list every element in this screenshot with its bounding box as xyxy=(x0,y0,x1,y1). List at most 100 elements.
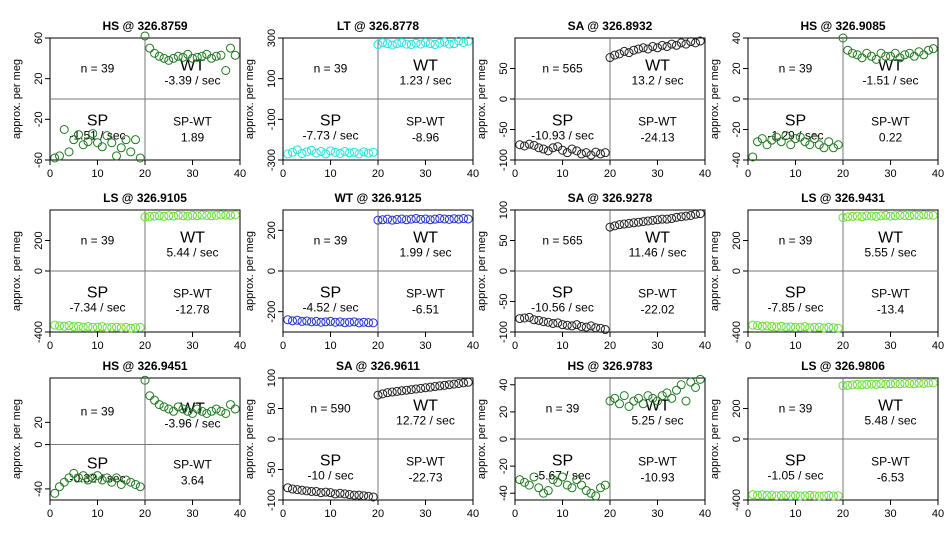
x-tick-label: 20 xyxy=(139,340,151,352)
data-point-wt xyxy=(392,215,402,225)
data-point-wt xyxy=(848,380,857,390)
wt-label: WT xyxy=(180,230,205,247)
data-point-wt xyxy=(173,402,183,412)
data-point-wt xyxy=(230,50,240,60)
data-point-wt xyxy=(890,378,900,388)
data-point-sp xyxy=(59,125,69,134)
data-point-sp xyxy=(586,150,596,160)
data-point-wt xyxy=(895,210,905,220)
x-tick-label: 40 xyxy=(932,168,944,180)
plot-title: LS @ 326.9431 xyxy=(801,191,885,205)
data-point-sp xyxy=(345,317,354,327)
data-point-sp xyxy=(791,134,800,144)
data-point-wt xyxy=(440,214,449,224)
data-point-wt xyxy=(615,220,624,230)
wt-rate-label: 5.48 / sec xyxy=(864,414,916,428)
data-point-wt xyxy=(406,40,416,50)
data-point-sp xyxy=(520,477,529,487)
wt-label: WT xyxy=(180,58,205,75)
data-point-wt xyxy=(425,215,435,225)
data-point-wt xyxy=(150,395,159,405)
data-point-wt xyxy=(216,210,226,220)
data-point-wt xyxy=(444,39,454,49)
data-point-sp xyxy=(543,146,553,156)
data-point-sp xyxy=(93,322,102,332)
data-point-sp xyxy=(767,490,777,500)
data-point-sp xyxy=(50,320,60,330)
data-point-sp xyxy=(345,490,354,500)
diff-value-label: 3.64 xyxy=(181,473,205,487)
data-point-sp xyxy=(596,323,605,333)
data-point-sp xyxy=(359,491,369,501)
y-tick-label: 200 xyxy=(33,231,45,249)
data-point-wt xyxy=(691,209,700,219)
data-point-sp xyxy=(345,148,354,158)
data-point-sp xyxy=(596,149,605,159)
data-point-sp xyxy=(586,488,596,498)
data-point-wt xyxy=(667,214,677,224)
plot-title: SA @ 326.8932 xyxy=(568,19,653,33)
y-axis-label: approx. per meg xyxy=(709,59,721,139)
data-point-wt xyxy=(653,215,662,225)
x-tick-label: 30 xyxy=(884,168,896,180)
wt-label: WT xyxy=(413,398,438,415)
data-point-sp xyxy=(558,472,567,482)
data-point-wt xyxy=(397,37,407,47)
data-point-sp xyxy=(548,143,558,153)
data-point-sp xyxy=(562,480,572,490)
y-axis-label: approx. per meg xyxy=(11,231,23,311)
data-point-sp xyxy=(748,490,758,500)
diff-value-label: 1.89 xyxy=(181,131,205,145)
data-point-wt xyxy=(178,211,188,221)
y-axis-label: approx. per meg xyxy=(244,59,256,139)
data-point-wt xyxy=(378,389,388,399)
data-point-sp xyxy=(819,323,829,333)
data-point-wt xyxy=(411,384,421,394)
data-point-wt xyxy=(169,211,178,221)
data-point-sp xyxy=(824,137,834,147)
data-point-wt xyxy=(876,379,886,389)
data-point-sp xyxy=(121,135,131,145)
data-point-wt xyxy=(909,210,919,220)
data-point-wt xyxy=(676,380,686,390)
data-point-wt xyxy=(914,47,924,57)
sp-label: SP xyxy=(320,285,341,302)
data-point-sp xyxy=(354,318,364,328)
x-tick-label: 0 xyxy=(47,508,53,520)
data-point-wt xyxy=(919,378,929,388)
x-tick-label: 10 xyxy=(91,340,103,352)
data-point-sp xyxy=(805,490,815,500)
wt-rate-label: 5.44 / sec xyxy=(166,246,218,260)
data-point-sp xyxy=(600,480,610,490)
data-point-wt xyxy=(643,44,653,54)
data-point-sp xyxy=(524,312,534,322)
x-tick-label: 0 xyxy=(512,340,518,352)
data-point-sp xyxy=(69,135,79,145)
data-point-wt xyxy=(430,382,440,392)
data-point-sp xyxy=(283,149,293,159)
x-tick-label: 30 xyxy=(186,340,198,352)
data-point-wt xyxy=(867,211,876,221)
data-point-wt xyxy=(619,46,629,56)
y-tick-label: 0 xyxy=(498,268,510,274)
data-point-sp xyxy=(364,148,373,158)
data-point-wt xyxy=(648,393,658,403)
data-point-sp xyxy=(283,483,293,493)
data-point-wt xyxy=(402,39,411,49)
y-tick-label: -100 xyxy=(498,149,510,171)
subplot-11: HS @ 326.9783 0 10 20 30 40 -40 -20 0 20 40 approx.… xyxy=(476,359,711,520)
data-point-sp xyxy=(581,322,591,332)
data-point-sp xyxy=(567,144,577,154)
data-point-sp xyxy=(316,317,326,327)
data-point-wt xyxy=(605,396,615,406)
data-point-sp xyxy=(83,475,93,485)
data-point-wt xyxy=(373,390,383,400)
data-point-wt xyxy=(638,217,648,227)
x-tick-label: 10 xyxy=(91,508,103,520)
data-point-wt xyxy=(914,378,924,388)
data-point-sp xyxy=(126,477,136,487)
y-tick-label: 0 xyxy=(266,436,278,442)
data-point-sp xyxy=(335,317,345,327)
